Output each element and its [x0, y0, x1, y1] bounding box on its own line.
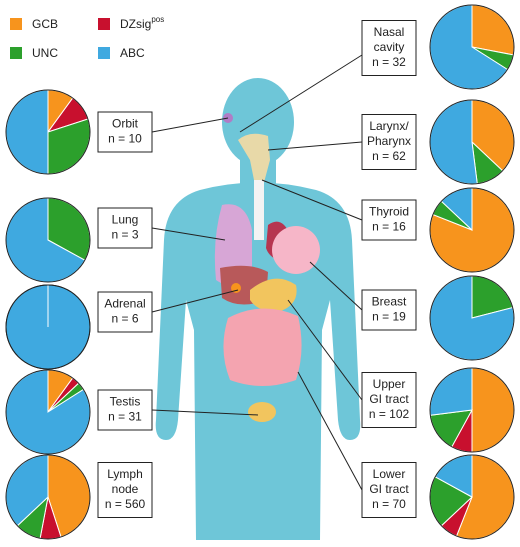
organ-label: Orbit — [112, 117, 139, 131]
legend-name: ABC — [120, 46, 145, 60]
organ-label: Adrenal — [104, 297, 145, 311]
label-box — [97, 462, 153, 518]
label-box — [361, 199, 417, 241]
legend-swatch — [98, 47, 110, 59]
leader-line — [267, 141, 363, 151]
sample-size: n = 19 — [372, 310, 406, 324]
legend-swatch — [98, 18, 110, 30]
sample-size: n = 62 — [372, 149, 406, 163]
label-box — [97, 389, 153, 431]
organ-label: Nasal — [374, 25, 405, 39]
leader-line — [151, 409, 259, 416]
sample-size: n = 102 — [369, 407, 410, 421]
sample-size: n = 10 — [108, 132, 142, 146]
label-box — [97, 111, 153, 153]
organ-label: Testis — [110, 395, 141, 409]
label-box — [361, 289, 417, 331]
head — [222, 78, 294, 166]
adrenal-gland — [231, 283, 241, 293]
legend-superscript: pos — [151, 15, 164, 24]
organ-label: Lymph — [107, 467, 143, 481]
organ-label: Lung — [112, 213, 139, 227]
intestines — [223, 308, 302, 386]
leader-line — [261, 179, 363, 221]
label-box — [361, 372, 417, 428]
organ-label: GI tract — [369, 482, 409, 496]
pie-slice — [429, 367, 473, 416]
legend-swatch — [10, 18, 22, 30]
organ-label: node — [112, 482, 139, 496]
pie-outline — [5, 284, 91, 370]
pie-slice — [471, 367, 515, 453]
breast-organ — [272, 226, 320, 274]
label-box — [361, 114, 417, 170]
organ-label: Larynx/ — [369, 119, 409, 133]
leader-line — [151, 227, 226, 241]
organ-label: Upper — [373, 377, 406, 391]
pie-slice — [429, 99, 478, 185]
sample-size: n = 6 — [111, 312, 138, 326]
sample-size: n = 32 — [372, 55, 406, 69]
legend-label: DZsigpos — [120, 15, 164, 31]
label-box — [361, 462, 417, 518]
label-box — [97, 207, 153, 249]
organ-label: cavity — [374, 40, 405, 54]
legend-name: GCB — [32, 17, 58, 31]
organ-label: GI tract — [369, 392, 409, 406]
leader-lines — [151, 54, 363, 491]
stomach — [250, 278, 297, 312]
organ-label: Lower — [373, 467, 406, 481]
pie-outline — [429, 454, 515, 540]
sample-size: n = 3 — [111, 228, 138, 242]
leader-line — [309, 261, 363, 311]
organ-label: Thyroid — [369, 205, 409, 219]
legend-name: UNC — [32, 46, 58, 60]
pie-outline — [5, 89, 91, 175]
legend-swatch — [10, 47, 22, 59]
sample-size: n = 560 — [105, 497, 146, 511]
trachea — [254, 180, 264, 240]
pie-outline — [429, 367, 515, 453]
legend-label: UNC — [32, 46, 58, 60]
pie-outline — [429, 4, 515, 90]
testis-organ — [248, 402, 276, 422]
legend-label: GCB — [32, 17, 58, 31]
organ-label: Pharynx — [367, 134, 411, 148]
leader-line — [287, 299, 363, 401]
leader-line — [151, 117, 229, 133]
organ-label: Breast — [372, 295, 407, 309]
sample-size: n = 31 — [108, 410, 142, 424]
label-box — [97, 291, 153, 333]
pie-outline — [5, 369, 91, 455]
airway — [238, 133, 270, 190]
leader-line — [151, 289, 239, 313]
sample-size: n = 16 — [372, 220, 406, 234]
legend-name: DZsig — [120, 17, 151, 31]
pie-slice — [5, 89, 49, 175]
sample-size: n = 70 — [372, 497, 406, 511]
leader-line — [239, 54, 363, 133]
pie-slice — [471, 4, 515, 56]
pie-outline — [429, 275, 515, 361]
body-illustration — [155, 78, 361, 540]
pie-outline — [429, 99, 515, 185]
legend-label: ABC — [120, 46, 145, 60]
leader-line — [297, 371, 363, 491]
pie-outline — [5, 197, 91, 283]
pie-outline — [5, 454, 91, 540]
label-box — [361, 20, 417, 76]
pie-outline — [429, 187, 515, 273]
